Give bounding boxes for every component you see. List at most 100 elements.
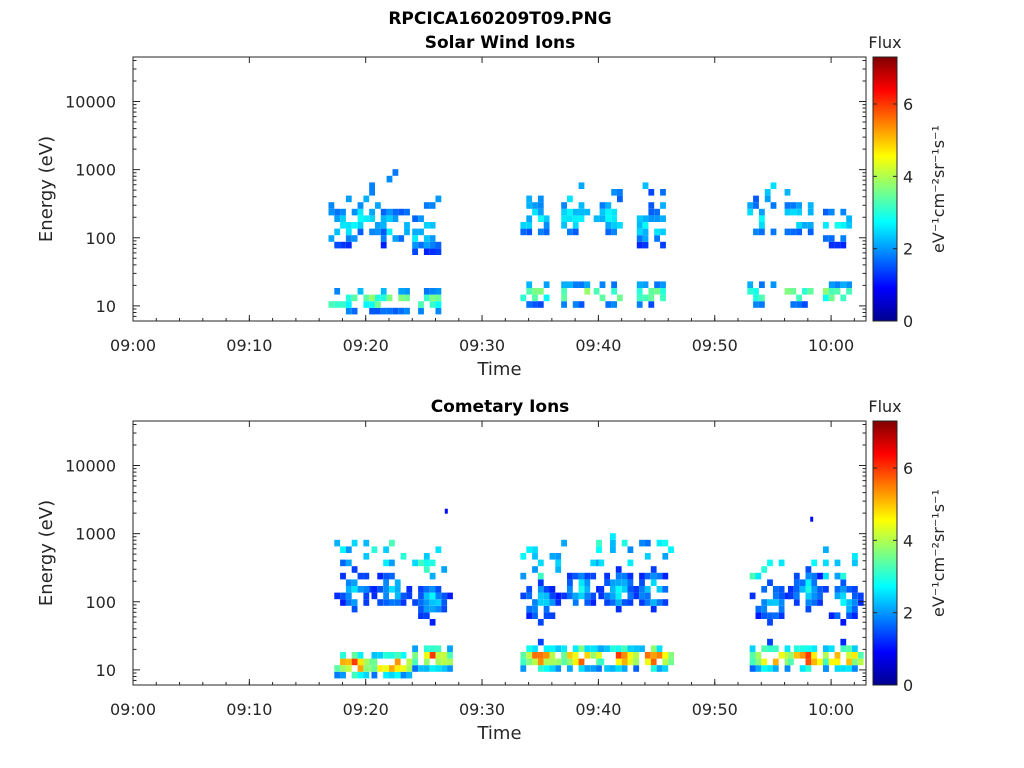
spectrogram-cell: [852, 645, 858, 652]
spectrogram-cell: [799, 586, 806, 593]
x-tick-label: 09:10: [226, 336, 272, 355]
spectrogram-cell: [650, 652, 657, 659]
spectrogram-cell: [615, 645, 622, 652]
spectrogram-cell: [636, 241, 643, 249]
spectrogram-cell: [793, 599, 800, 606]
spectrogram-cell: [423, 665, 430, 672]
spectrogram-cell: [357, 208, 364, 216]
spectrogram-cell: [371, 671, 378, 679]
spectrogram-cell: [537, 586, 544, 593]
spectrogram-cell: [802, 301, 808, 308]
spectrogram-cell: [345, 235, 352, 242]
spectrogram-cell: [549, 553, 556, 560]
spectrogram-cell: [605, 208, 612, 216]
spectrogram-cell: [423, 586, 430, 593]
spectrogram-cell: [363, 671, 370, 679]
spectrogram-cell: [662, 539, 669, 547]
spectrogram-cell: [621, 645, 628, 652]
spectrogram-cell: [429, 599, 436, 606]
spectrogram-cell: [526, 281, 533, 288]
spectrogram-cell: [345, 228, 352, 236]
spectrogram-cell: [369, 228, 375, 236]
spectrogram-cell: [627, 652, 634, 659]
spectrogram-cell: [328, 202, 335, 209]
spectrogram-cell: [351, 208, 358, 216]
spectrogram-cell: [435, 241, 442, 249]
spectrogram-cell: [392, 208, 399, 216]
spectrogram-cell: [334, 665, 341, 672]
spectrogram-cell: [328, 208, 335, 216]
spectrogram-cell: [357, 671, 364, 679]
spectrogram-cell: [555, 553, 562, 560]
spectrogram-cell: [357, 665, 364, 672]
spectrogram-cell: [805, 605, 812, 613]
spectrogram-cell: [532, 652, 538, 659]
spectrogram-cell: [543, 586, 550, 593]
spectrogram-cell: [389, 559, 395, 567]
spectrogram-cell: [590, 652, 597, 659]
spectrogram-cell: [823, 665, 829, 672]
spectrogram-cell: [567, 572, 573, 580]
spectrogram-cell: [660, 281, 666, 288]
spectrogram-cell: [852, 586, 858, 593]
spectrogram-cell: [578, 202, 585, 209]
spectrogram-cell: [435, 605, 442, 613]
spectrogram-cell: [834, 612, 841, 619]
spectrogram-cell: [584, 652, 591, 659]
spectrogram-cell: [532, 202, 538, 209]
spectrogram-cell: [840, 638, 847, 646]
spectrogram-cell: [441, 652, 448, 659]
spectrogram-cell: [654, 235, 660, 242]
spectrogram-cell: [386, 294, 393, 302]
spectrogram-cell: [796, 222, 802, 229]
spectrogram-cell: [340, 658, 346, 666]
spectrogram-cell: [846, 612, 852, 619]
spectrogram-cell: [537, 208, 544, 216]
spectrogram-cell: [340, 665, 346, 672]
spectrogram-cell: [639, 586, 645, 593]
spectrogram-cell: [351, 539, 358, 547]
spectrogram-cell: [811, 586, 818, 593]
spectrogram-cell: [611, 228, 617, 236]
spectrogram-cell: [755, 605, 762, 613]
spectrogram-cell: [561, 658, 567, 666]
spectrogram-cell: [447, 652, 453, 659]
spectrogram-cell: [578, 645, 585, 652]
spectrogram-cell: [615, 572, 622, 580]
spectrogram-cell: [654, 288, 660, 295]
spectrogram-cell: [784, 228, 791, 236]
colorbar-tick-label: 2: [903, 240, 913, 259]
spectrogram-cell: [561, 652, 567, 659]
spectrogram-cell: [650, 566, 657, 573]
spectrogram-cell: [772, 586, 779, 593]
spectrogram-cell: [759, 208, 765, 216]
spectrogram-cell: [633, 652, 640, 659]
spectrogram-cell: [441, 605, 448, 613]
spectrogram-cell: [772, 599, 779, 606]
spectrogram-cell: [650, 605, 657, 613]
x-axis: 09:00 09:10 09:20 09:30 09:40 09:50 10:00 Time: [110, 421, 855, 744]
spectrogram-cell: [799, 579, 806, 586]
spectrogram-cell: [605, 202, 612, 209]
spectrogram-cell: [380, 307, 387, 315]
spectrogram-cell: [828, 645, 835, 652]
spectrogram-cell: [823, 222, 829, 229]
spectrogram-cell: [650, 599, 657, 606]
spectrogram-cell: [392, 215, 399, 222]
spectrogram-cell: [386, 228, 393, 236]
spectrogram-cell: [767, 619, 773, 626]
spectrogram-cell: [598, 559, 605, 567]
spectrogram-cell: [662, 553, 669, 560]
spectrogram-cell: [615, 665, 622, 672]
spectrogram-cell: [759, 281, 765, 288]
spectrogram-cell: [383, 671, 389, 679]
spectrogram-cell: [784, 645, 791, 652]
spectrogram-cell: [345, 586, 352, 593]
spectrogram-cell: [377, 599, 384, 606]
spectrogram-cell: [761, 645, 768, 652]
spectrogram-cell: [823, 288, 829, 295]
spectrogram-cell: [611, 288, 617, 295]
spectrogram-cell: [610, 645, 616, 652]
spectrogram-cell: [412, 665, 418, 672]
spectrogram-cell: [584, 208, 591, 216]
